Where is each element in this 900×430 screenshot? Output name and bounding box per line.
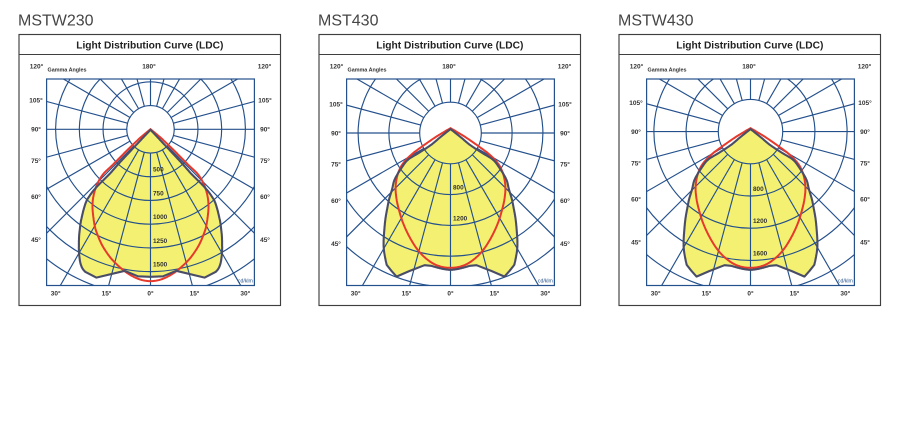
svg-text:1200: 1200 — [453, 215, 468, 222]
svg-text:45°: 45° — [331, 240, 341, 248]
svg-text:Gamma Angles: Gamma Angles — [648, 67, 687, 73]
svg-text:Light Distribution Curve (LDC): Light Distribution Curve (LDC) — [76, 40, 223, 51]
svg-text:800: 800 — [753, 186, 764, 193]
svg-text:180°: 180° — [442, 62, 456, 70]
svg-text:105°: 105° — [258, 97, 272, 105]
svg-text:75°: 75° — [331, 161, 341, 169]
svg-text:60°: 60° — [860, 195, 870, 203]
svg-text:15°: 15° — [790, 289, 800, 297]
svg-text:45°: 45° — [560, 240, 570, 248]
svg-text:1600: 1600 — [753, 250, 768, 257]
svg-text:120°: 120° — [558, 62, 572, 70]
svg-text:105°: 105° — [558, 100, 572, 108]
svg-text:45°: 45° — [260, 236, 270, 244]
svg-text:1200: 1200 — [753, 218, 768, 225]
svg-text:30°: 30° — [351, 289, 361, 297]
svg-text:30°: 30° — [51, 289, 61, 297]
svg-text:60°: 60° — [631, 195, 641, 203]
svg-text:45°: 45° — [31, 236, 41, 244]
svg-text:15°: 15° — [102, 289, 112, 297]
svg-text:75°: 75° — [860, 159, 870, 167]
svg-text:1000: 1000 — [153, 214, 168, 221]
svg-text:60°: 60° — [560, 197, 570, 205]
svg-text:500: 500 — [153, 167, 164, 174]
svg-text:750: 750 — [153, 191, 164, 198]
svg-text:30°: 30° — [651, 289, 661, 297]
svg-text:Light Distribution Curve (LDC): Light Distribution Curve (LDC) — [376, 40, 523, 51]
svg-text:MSTW230: MSTW230 — [18, 13, 94, 30]
svg-text:180°: 180° — [742, 62, 756, 70]
svg-text:Gamma Angles: Gamma Angles — [48, 67, 87, 73]
svg-text:cd/klm: cd/klm — [838, 279, 853, 285]
svg-text:90°: 90° — [560, 129, 570, 137]
svg-text:MSTW430: MSTW430 — [618, 13, 694, 30]
svg-text:105°: 105° — [858, 99, 872, 107]
svg-text:105°: 105° — [629, 99, 643, 107]
svg-text:15°: 15° — [490, 289, 500, 297]
svg-text:0°: 0° — [147, 289, 154, 297]
svg-text:120°: 120° — [630, 62, 644, 70]
svg-text:15°: 15° — [402, 289, 412, 297]
svg-text:90°: 90° — [631, 128, 641, 136]
svg-text:30°: 30° — [240, 289, 250, 297]
svg-text:75°: 75° — [560, 161, 570, 169]
svg-text:120°: 120° — [330, 62, 344, 70]
svg-text:1500: 1500 — [153, 262, 168, 269]
svg-text:60°: 60° — [331, 197, 341, 205]
svg-text:15°: 15° — [702, 289, 712, 297]
svg-text:75°: 75° — [631, 159, 641, 167]
svg-text:Gamma Angles: Gamma Angles — [348, 67, 387, 73]
svg-text:120°: 120° — [30, 62, 44, 70]
svg-text:1250: 1250 — [153, 238, 168, 245]
svg-text:cd/klm: cd/klm — [538, 279, 553, 285]
svg-text:45°: 45° — [860, 238, 870, 246]
svg-text:75°: 75° — [260, 157, 270, 165]
svg-text:120°: 120° — [258, 62, 272, 70]
svg-text:45°: 45° — [631, 238, 641, 246]
svg-text:90°: 90° — [260, 126, 270, 134]
svg-text:800: 800 — [453, 185, 464, 192]
svg-text:180°: 180° — [142, 62, 156, 70]
svg-text:105°: 105° — [29, 97, 43, 105]
svg-text:90°: 90° — [860, 128, 870, 136]
svg-text:0°: 0° — [447, 289, 454, 297]
svg-text:15°: 15° — [190, 289, 200, 297]
svg-text:0°: 0° — [747, 289, 754, 297]
svg-text:MST430: MST430 — [318, 13, 379, 30]
svg-text:120°: 120° — [858, 62, 872, 70]
svg-text:75°: 75° — [31, 157, 41, 165]
svg-text:30°: 30° — [840, 289, 850, 297]
svg-text:cd/klm: cd/klm — [238, 279, 253, 285]
svg-text:105°: 105° — [329, 100, 343, 108]
svg-text:30°: 30° — [540, 289, 550, 297]
svg-text:90°: 90° — [31, 126, 41, 134]
svg-text:Light Distribution Curve (LDC): Light Distribution Curve (LDC) — [676, 40, 823, 51]
svg-text:60°: 60° — [260, 193, 270, 201]
svg-text:90°: 90° — [331, 129, 341, 137]
svg-text:60°: 60° — [31, 193, 41, 201]
